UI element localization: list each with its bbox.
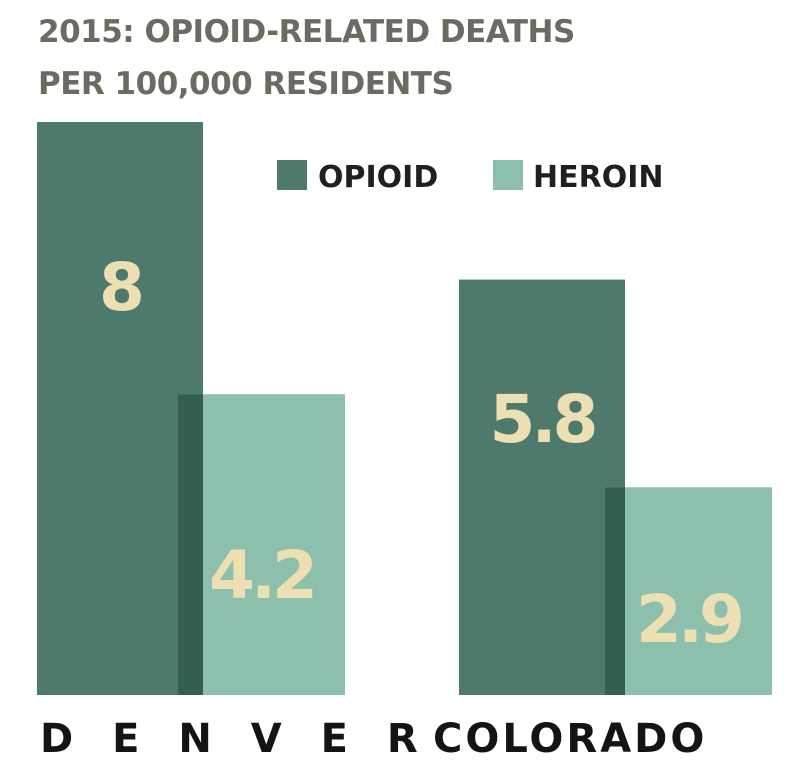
value-label-opioid-denver: 8 <box>99 249 141 326</box>
chart-title-line-1: 2015: OPIOID-RELATED DEATHS <box>38 14 575 50</box>
value-label-heroin-denver: 4.2 <box>209 537 314 614</box>
bar-heroin-colorado <box>605 487 772 695</box>
chart-title-line-2: PER 100,000 RESIDENTS <box>38 66 454 102</box>
value-label-heroin-colorado: 2.9 <box>636 581 741 658</box>
bar-opioid-colorado <box>459 279 625 695</box>
legend-label-opioid: OPIOID <box>318 160 438 195</box>
value-label-opioid-colorado: 5.8 <box>490 381 595 458</box>
category-label-denver: D E N V E R <box>40 716 430 762</box>
legend-label-heroin: HEROIN <box>533 160 663 195</box>
legend-swatch-heroin <box>493 160 523 190</box>
category-label-colorado: COLORADO <box>433 716 707 762</box>
bar-overlap-denver <box>178 394 203 695</box>
bar-heroin-denver <box>178 394 345 695</box>
bar-overlap-colorado <box>605 487 625 695</box>
chart-title: 2015: OPIOID-RELATED DEATHS PER 100,000 … <box>38 6 575 110</box>
legend-swatch-opioid <box>277 160 307 190</box>
bar-opioid-denver <box>37 122 203 695</box>
